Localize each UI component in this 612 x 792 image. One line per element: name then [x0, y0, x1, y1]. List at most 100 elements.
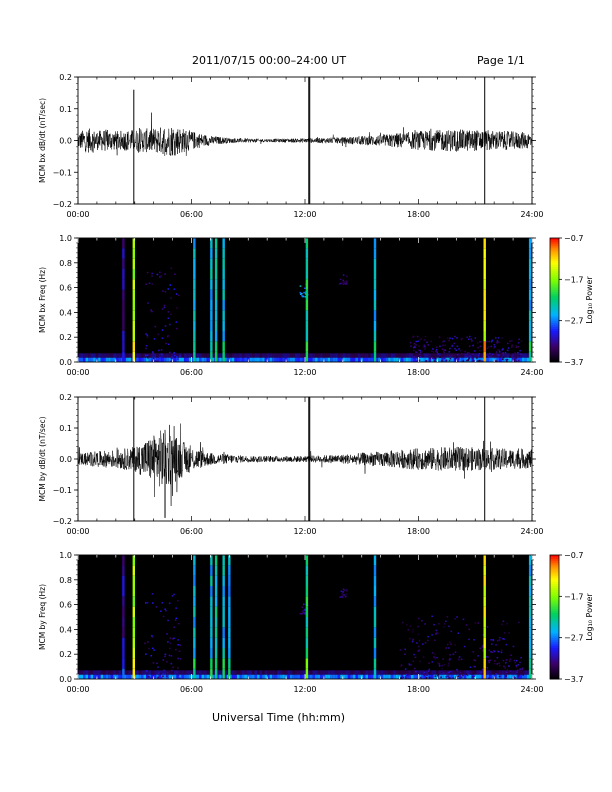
spectrogram-cell	[486, 670, 490, 675]
spectrogram-cell	[441, 360, 443, 362]
spectrogram-cell	[514, 352, 517, 354]
spectrogram-cell	[436, 632, 438, 634]
spectrogram-cell	[325, 670, 328, 675]
spectrogram-cell	[412, 346, 415, 349]
spectrogram-cell	[342, 353, 346, 358]
spectrogram-cell	[224, 353, 227, 358]
spectrogram-cell	[433, 623, 435, 626]
spectrogram-cell	[345, 357, 348, 362]
spectrogram-cell	[393, 357, 396, 362]
colorbar-cell	[550, 339, 559, 342]
spectrogram-cell	[345, 589, 348, 592]
spectrogram-cell	[315, 357, 318, 362]
spectrogram-cell	[405, 357, 409, 362]
spectrogram-cell	[350, 670, 353, 675]
spectrogram-cell	[477, 655, 479, 657]
spectrogram-cell	[471, 357, 474, 360]
spectrogram-cell	[492, 677, 495, 679]
spectrogram-line	[305, 269, 309, 280]
spectrogram-cell	[491, 643, 493, 645]
spectrogram-line	[483, 575, 486, 586]
spectrogram-cell	[458, 348, 460, 350]
spectrogram-cell	[272, 357, 275, 362]
spectrogram-line	[528, 269, 532, 280]
spectrogram-line	[122, 586, 125, 597]
spectrogram-cell	[424, 348, 426, 350]
spectrogram-cell	[471, 340, 473, 342]
spectrogram-cell	[241, 674, 245, 679]
colorbar-tick-label: −0.7	[564, 234, 583, 243]
colorbar-cell	[550, 283, 559, 287]
y-tick-label: −0.1	[53, 486, 72, 495]
colorbar-cell	[550, 672, 559, 676]
spectrogram-cell	[115, 674, 119, 679]
spectrogram-cell	[170, 357, 173, 359]
signal-trace	[77, 423, 533, 507]
spectrogram-cell	[461, 670, 464, 675]
spectrogram-cell	[435, 346, 438, 348]
spectrogram-cell	[176, 307, 178, 309]
colorbar-cell	[550, 314, 559, 318]
spectrogram-cell	[468, 335, 471, 338]
spectrogram-cell	[431, 674, 434, 679]
colorbar-cell	[550, 287, 559, 291]
spectrogram-cell	[383, 674, 386, 679]
spectrogram-cell	[445, 354, 447, 356]
spectrogram-cell	[85, 674, 89, 679]
spectrogram-line	[483, 555, 486, 566]
spectrogram-cell	[481, 357, 485, 362]
spectrogram-cell	[473, 353, 477, 358]
spectrogram-line	[214, 575, 218, 586]
colorbar-cell	[550, 567, 559, 570]
spectrogram-cell	[206, 357, 210, 362]
spectrogram-cell	[211, 357, 215, 362]
spectrogram-cell	[350, 357, 353, 362]
spectrogram-cell	[468, 353, 472, 358]
spectrogram-line	[193, 555, 196, 566]
spectrogram-cell	[471, 353, 475, 358]
y-tick-label: 0.0	[59, 455, 72, 464]
spectrogram-cell	[435, 633, 437, 635]
spectrogram-line	[193, 658, 196, 669]
spectrogram-cell	[469, 356, 472, 358]
spectrogram-cell	[188, 670, 192, 675]
spectrogram-cell	[494, 357, 497, 362]
spectrogram-cell	[143, 357, 147, 362]
spectrogram-line	[222, 269, 225, 280]
spectrogram-cell	[88, 357, 91, 362]
spectrogram-cell	[108, 353, 111, 358]
colorbar-cell	[550, 281, 559, 284]
colorbar-cell	[550, 320, 559, 324]
spectrogram-line	[214, 341, 218, 352]
spectrogram-line	[210, 279, 213, 290]
spectrogram-cell	[130, 353, 134, 358]
spectrogram-cell	[149, 677, 152, 679]
spectrogram-cell	[299, 291, 302, 294]
spectrogram-cell	[98, 670, 101, 675]
spectrogram-cell	[128, 357, 132, 362]
spectrogram-cell	[420, 674, 424, 679]
spectrogram-cell	[103, 353, 106, 358]
spectrogram-cell	[417, 359, 419, 361]
spectrogram-cell	[277, 674, 280, 679]
spectrogram-cell	[404, 653, 406, 655]
y-tick-label: 0.2	[59, 650, 72, 659]
spectrogram-cell	[478, 353, 482, 358]
spectrogram-cell	[515, 345, 517, 347]
spectrogram-cell	[262, 357, 265, 362]
spectrogram-cell	[77, 674, 81, 679]
spectrogram-cell	[457, 675, 460, 678]
spectrogram-cell	[115, 670, 119, 675]
spectrogram-line	[214, 596, 218, 607]
colorbar-cell	[550, 658, 559, 661]
spectrogram-cell	[449, 654, 451, 656]
spectrogram-cell	[410, 357, 414, 362]
spectrogram-line	[222, 627, 225, 638]
spectrogram-cell	[441, 670, 444, 675]
spectrogram-line	[528, 637, 532, 648]
spectrogram-line	[228, 565, 231, 576]
spectrogram-cell	[173, 674, 177, 679]
spectrogram-line	[228, 575, 231, 586]
spectrogram-cell	[151, 353, 154, 358]
spectrogram-cell	[480, 360, 483, 362]
